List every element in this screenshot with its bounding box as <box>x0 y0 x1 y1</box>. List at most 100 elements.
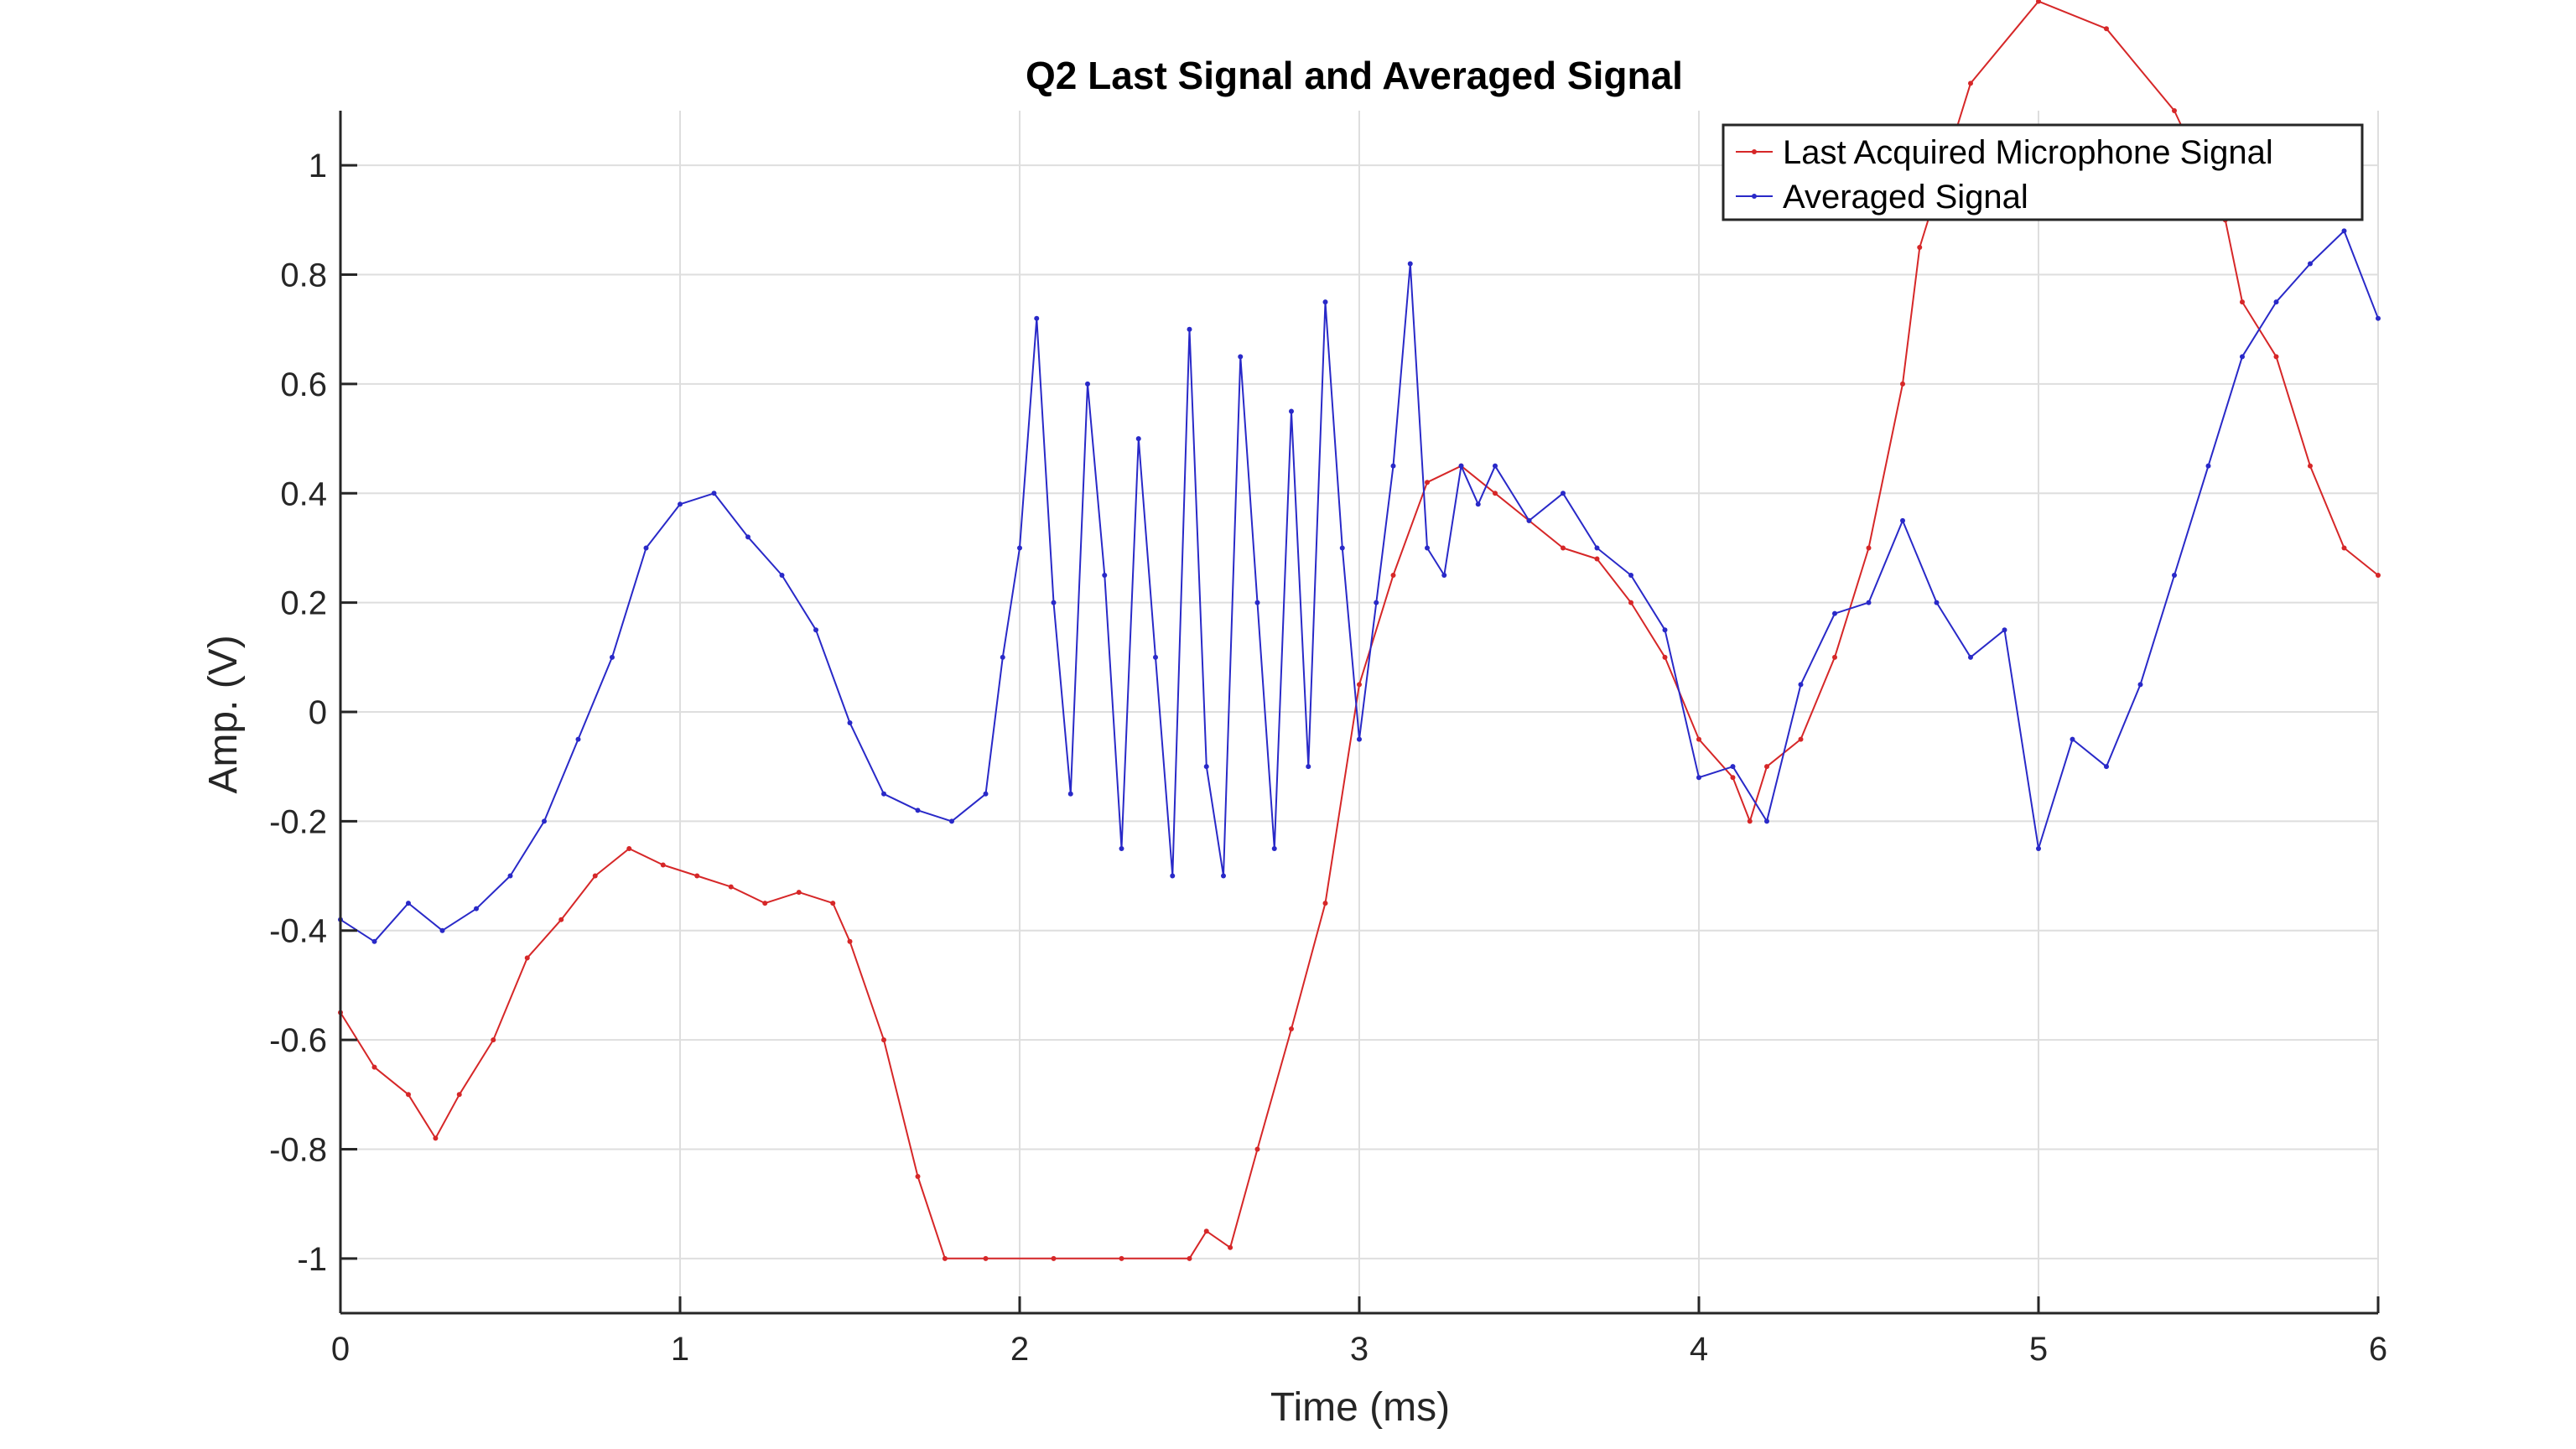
data-point <box>558 917 564 922</box>
data-point <box>2070 736 2075 742</box>
data-point <box>1594 556 1600 562</box>
data-point <box>1051 600 1057 605</box>
data-point <box>1187 1255 1192 1261</box>
data-point <box>2308 261 2313 267</box>
data-point <box>626 845 632 851</box>
data-point <box>1866 545 1872 551</box>
y-tick-label: -0.4 <box>269 913 327 950</box>
data-point <box>456 1092 462 1098</box>
data-point <box>1238 354 1244 360</box>
data-point <box>1067 791 1073 797</box>
data-point <box>2137 682 2143 688</box>
data-point <box>1628 600 1633 605</box>
data-point <box>1730 764 1736 770</box>
y-axis-label: Amp. (V) <box>201 635 246 793</box>
data-point <box>1730 775 1736 781</box>
data-point <box>371 1064 377 1070</box>
series-line <box>340 230 2379 943</box>
data-point <box>1034 315 1040 321</box>
data-point <box>1228 1244 1233 1250</box>
data-point <box>762 901 768 906</box>
data-point <box>1662 627 1668 633</box>
data-point <box>1561 545 1566 551</box>
x-tick-label: 4 <box>1690 1331 1708 1368</box>
data-point <box>1458 463 1464 469</box>
data-point <box>1441 573 1447 579</box>
y-tick-label: -0.2 <box>269 803 327 840</box>
data-point <box>2273 299 2279 305</box>
data-point <box>1866 600 1872 605</box>
data-point <box>678 501 683 507</box>
data-point <box>1357 736 1362 742</box>
data-point <box>1000 654 1005 660</box>
axes <box>339 111 2380 1315</box>
data-point <box>1390 463 1396 469</box>
data-point <box>2308 463 2313 469</box>
data-point <box>881 1037 886 1043</box>
data-point <box>1594 545 1600 551</box>
data-point <box>1017 545 1022 551</box>
data-point <box>1526 517 1532 523</box>
x-tick-label: 1 <box>671 1331 689 1368</box>
data-point <box>660 862 666 868</box>
data-point <box>592 873 598 879</box>
data-point <box>1764 764 1769 770</box>
data-point <box>1425 480 1430 486</box>
data-point <box>2341 228 2347 234</box>
data-point <box>1135 436 1141 442</box>
data-point <box>949 818 954 824</box>
data-point <box>542 818 547 824</box>
data-point <box>1900 517 1905 523</box>
data-point <box>1170 873 1176 879</box>
x-axis-label: Time (ms) <box>1270 1385 1450 1430</box>
data-point <box>1322 901 1328 906</box>
legend: Last Acquired Microphone Signal Averaged… <box>1722 123 2364 221</box>
data-point <box>1900 381 1905 387</box>
data-point <box>983 1255 989 1261</box>
data-point <box>1085 381 1090 387</box>
data-point <box>728 884 734 890</box>
data-point <box>796 890 802 896</box>
data-point <box>1407 261 1413 267</box>
data-point <box>1357 682 1362 688</box>
data-point <box>2036 0 2041 4</box>
data-point <box>1203 764 1209 770</box>
data-point <box>1306 764 1311 770</box>
data-point <box>1968 654 1973 660</box>
data-point <box>694 873 700 879</box>
data-point <box>1628 573 1633 579</box>
data-point <box>1662 654 1668 660</box>
data-point <box>1187 326 1192 332</box>
data-point <box>1425 545 1430 551</box>
data-point <box>942 1255 948 1261</box>
data-point <box>745 534 750 540</box>
legend-label-last-signal: Last Acquired Microphone Signal <box>1783 134 2273 171</box>
data-point <box>1289 1026 1294 1032</box>
x-tick-label: 6 <box>2369 1331 2387 1368</box>
data-point <box>1696 736 1701 742</box>
data-point <box>1322 299 1328 305</box>
data-point <box>2104 26 2109 32</box>
legend-marker-last-signal <box>1752 149 1757 154</box>
grid <box>340 111 2379 1313</box>
data-point <box>1934 600 1940 605</box>
data-point <box>881 791 886 797</box>
data-point <box>2002 627 2007 633</box>
data-point <box>1102 573 1108 579</box>
data-point <box>1119 845 1124 851</box>
data-point <box>1254 1146 1260 1152</box>
y-tick-label: 0 <box>309 694 327 731</box>
data-point <box>830 901 836 906</box>
data-point <box>524 955 530 961</box>
data-point <box>371 938 377 944</box>
x-tick-label: 2 <box>1010 1331 1029 1368</box>
y-tick-label: 0.6 <box>280 366 327 403</box>
data-point <box>439 927 445 933</box>
data-point <box>2240 354 2245 360</box>
x-tick-label: 3 <box>1350 1331 1368 1368</box>
data-point <box>491 1037 496 1043</box>
data-point <box>1696 775 1701 781</box>
data-point <box>1968 80 1973 86</box>
chart-title: Q2 Last Signal and Averaged Signal <box>1026 54 1683 97</box>
